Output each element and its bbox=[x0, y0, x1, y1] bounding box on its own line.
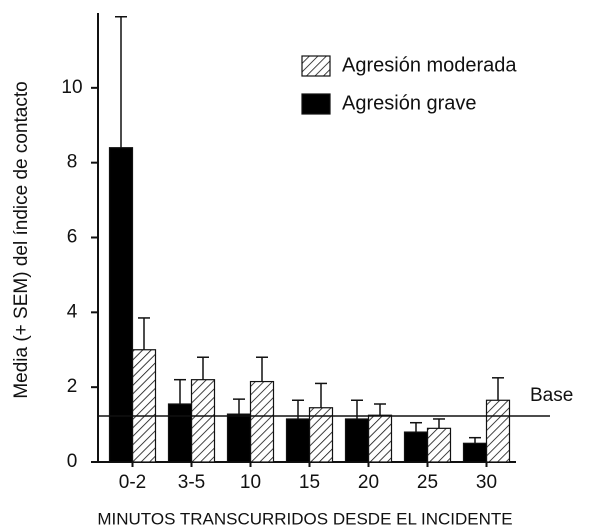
x-axis-label: MINUTOS TRANSCURRIDOS DESDE EL INCIDENTE bbox=[97, 509, 512, 528]
bar bbox=[131, 349, 157, 463]
legend-label: Agresión grave bbox=[342, 92, 477, 114]
legend-swatch bbox=[301, 55, 331, 77]
bar bbox=[190, 379, 216, 463]
y-tick-label: 0 bbox=[67, 451, 78, 472]
y-axis-label: Media (+ SEM) del índice de contacto bbox=[11, 81, 32, 398]
x-tick-label: 0-2 bbox=[119, 472, 146, 493]
bar bbox=[167, 403, 193, 463]
x-tick-label: 30 bbox=[476, 472, 497, 493]
bar bbox=[249, 380, 275, 463]
y-tick-label: 6 bbox=[67, 227, 78, 248]
y-tick-label: 10 bbox=[61, 77, 82, 98]
bar bbox=[285, 418, 311, 463]
x-tick-label: 20 bbox=[358, 472, 379, 493]
bar bbox=[367, 414, 393, 463]
y-tick-label: 8 bbox=[67, 152, 78, 173]
x-tick-label: 15 bbox=[299, 472, 320, 493]
y-tick-label: 4 bbox=[67, 301, 78, 322]
bar bbox=[403, 431, 429, 463]
bar bbox=[426, 427, 452, 463]
legend-label: Agresión moderada bbox=[342, 54, 517, 76]
baseline-label: Base bbox=[530, 385, 573, 406]
x-tick-label: 10 bbox=[240, 472, 261, 493]
legend-swatch bbox=[301, 93, 331, 115]
bar bbox=[485, 399, 511, 463]
bar bbox=[344, 418, 370, 463]
bar bbox=[226, 413, 252, 463]
x-tick-label: 3-5 bbox=[178, 472, 205, 493]
y-tick-label: 2 bbox=[67, 376, 78, 397]
bar bbox=[462, 442, 488, 463]
x-tick-label: 25 bbox=[417, 472, 438, 493]
bar bbox=[108, 147, 134, 463]
